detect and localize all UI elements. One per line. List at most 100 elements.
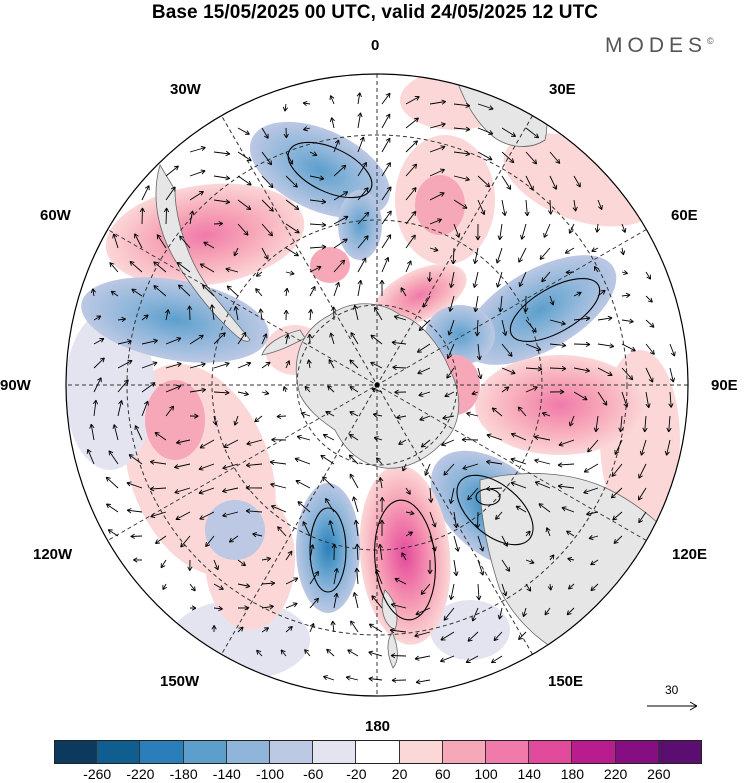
wind-vector <box>261 223 273 237</box>
wind-vector-head <box>218 221 224 227</box>
wind-vector <box>203 241 215 249</box>
wind-vector-head <box>243 230 249 236</box>
lon-label-180: 180 <box>365 718 391 735</box>
wind-vector <box>638 511 647 523</box>
wind-vector <box>213 607 223 610</box>
wind-vector-head <box>170 186 176 192</box>
wind-vector <box>93 377 102 393</box>
wind-vector-head <box>90 288 96 294</box>
wind-vector-head <box>585 341 591 348</box>
wind-vector-head <box>477 374 483 380</box>
wind-vector <box>621 319 634 323</box>
wind-vector <box>501 559 510 572</box>
wind-vector <box>573 199 577 212</box>
wind-vector-head <box>479 546 485 552</box>
wind-vector-head <box>534 434 539 441</box>
wind-vector-head <box>108 450 114 456</box>
wind-vector <box>285 626 293 633</box>
wind-vector-head <box>99 357 105 363</box>
wind-vector-head <box>531 327 537 333</box>
wind-vector <box>297 501 311 513</box>
wind-vector-head <box>256 649 262 655</box>
wind-vector <box>525 319 537 333</box>
wind-vector <box>189 583 196 592</box>
wind-vector-head <box>361 257 367 263</box>
wind-vector-head <box>180 542 186 548</box>
wind-vector <box>525 367 543 370</box>
wind-vector-head <box>363 187 369 193</box>
wind-vector-head <box>411 210 417 216</box>
wind-vector-head <box>583 467 589 473</box>
wind-vector-head <box>297 501 303 506</box>
wind-vector <box>256 271 263 277</box>
wind-vector <box>486 434 503 441</box>
wind-vector <box>440 631 455 641</box>
wind-vector-head <box>307 333 313 339</box>
wind-vector <box>381 257 389 273</box>
wind-vector <box>178 284 191 297</box>
wind-vector <box>371 595 383 609</box>
wind-vector <box>569 415 575 427</box>
wind-vector-head <box>518 257 523 263</box>
wind-vector <box>189 191 204 201</box>
wind-vector-head <box>354 567 360 573</box>
wind-vector-head <box>462 204 468 209</box>
wind-vector <box>538 503 551 513</box>
wind-vector <box>333 238 348 249</box>
wind-vector <box>284 103 287 112</box>
wind-vector <box>645 295 653 303</box>
wind-vector <box>539 247 551 260</box>
wind-vector <box>621 223 626 233</box>
wind-vector-head <box>648 377 654 383</box>
wind-vector <box>309 246 327 249</box>
wind-vector <box>466 412 479 417</box>
colorbar-tick-label: 60 <box>435 766 451 782</box>
wind-vector <box>501 199 506 216</box>
wind-vector-head <box>375 568 380 574</box>
wind-vector-head <box>287 625 293 631</box>
wind-vector <box>421 439 431 448</box>
wind-vector <box>535 481 551 489</box>
reference-vector-label: 30 <box>665 683 679 697</box>
wind-vector-head <box>139 207 146 213</box>
wind-vector <box>429 247 439 252</box>
wind-vector <box>256 649 263 657</box>
wind-vector <box>110 290 119 297</box>
wind-vector-head <box>128 454 134 459</box>
wind-vector <box>424 463 431 476</box>
wind-vector-head <box>510 432 516 438</box>
wind-vector-head <box>176 362 182 368</box>
wind-vector-head <box>471 390 477 396</box>
wind-vector <box>308 359 311 369</box>
wind-vector-head <box>418 326 424 332</box>
wind-vector-head <box>510 132 516 137</box>
wind-vector <box>156 234 167 249</box>
wind-vector-head <box>202 284 208 290</box>
wind-vector <box>333 568 338 585</box>
wind-vector <box>375 568 383 585</box>
wind-vector-head <box>377 543 383 549</box>
wind-vector <box>333 215 349 225</box>
wind-vector-head <box>534 481 540 486</box>
contour-line <box>309 507 347 593</box>
wind-vector <box>381 137 391 153</box>
wind-vector-head <box>587 447 592 453</box>
south-america <box>155 164 251 342</box>
anomaly-positive <box>145 380 205 460</box>
wind-vector <box>417 343 431 353</box>
colorbar-segment <box>529 740 573 764</box>
wind-vector-head <box>607 371 613 376</box>
wind-vector-head <box>497 614 503 620</box>
wind-vector <box>390 629 407 633</box>
wind-vector <box>429 535 436 552</box>
wind-vector <box>223 439 239 448</box>
wind-vector <box>453 199 468 209</box>
wind-vector-head <box>385 92 391 98</box>
wind-vector <box>129 261 143 273</box>
wind-vector-head <box>225 175 231 181</box>
wind-vector-head <box>176 384 182 390</box>
wind-vector <box>405 163 418 177</box>
wind-vector <box>564 247 575 254</box>
wind-vector-head <box>89 423 95 429</box>
wind-vector-head <box>628 375 634 381</box>
